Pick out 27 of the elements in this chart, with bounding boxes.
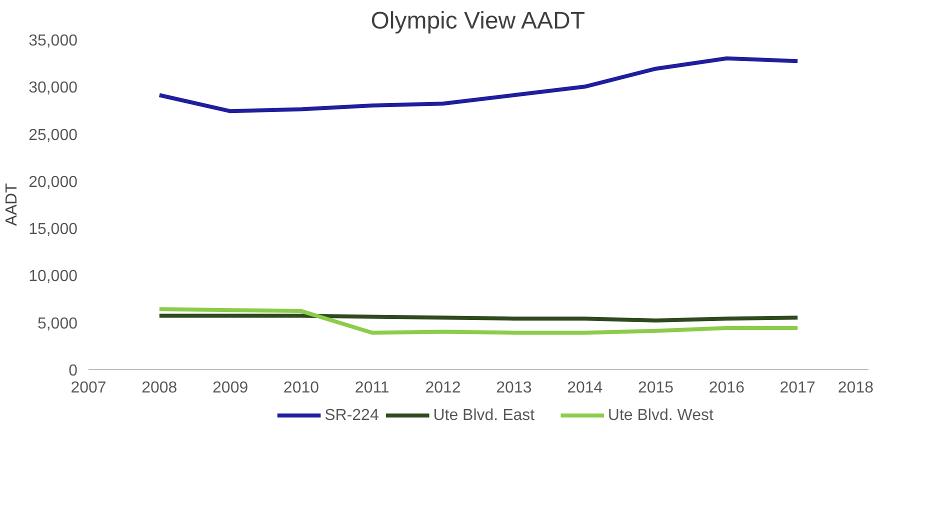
legend-label: Ute Blvd. West xyxy=(608,407,714,424)
y-tick-label: 35,000 xyxy=(28,32,78,50)
x-tick-label: 2012 xyxy=(425,380,461,396)
y-tick-label: 0 xyxy=(68,362,78,380)
x-tick-label: 2011 xyxy=(354,380,390,396)
x-tick-label: 2016 xyxy=(708,380,745,396)
y-tick-label: 15,000 xyxy=(28,221,78,238)
x-tick-label: 2018 xyxy=(838,380,874,396)
x-tick-label: 2015 xyxy=(638,380,674,396)
x-tick-label: 2013 xyxy=(496,380,532,396)
line-series xyxy=(157,56,800,114)
line-series xyxy=(157,307,800,335)
x-tick-label: 2008 xyxy=(142,380,178,396)
x-tick-label: 2017 xyxy=(780,380,816,396)
x-tick-label: 2009 xyxy=(212,380,248,396)
x-tick-label: 2014 xyxy=(567,380,603,396)
y-axis-title: AADT xyxy=(4,182,21,226)
chart-title: Olympic View AADT xyxy=(370,8,586,34)
legend-label: Ute Blvd. East xyxy=(433,407,536,424)
y-tick-label: 30,000 xyxy=(28,80,78,97)
y-tick-label: 10,000 xyxy=(28,268,78,286)
legend-label: SR-224 xyxy=(324,407,379,424)
y-tick-label: 25,000 xyxy=(28,126,78,144)
y-tick-label: 5,000 xyxy=(37,315,78,332)
x-tick-label: 2010 xyxy=(283,380,320,396)
x-tick-label: 2007 xyxy=(70,380,106,396)
y-tick-label: 20,000 xyxy=(28,174,78,191)
